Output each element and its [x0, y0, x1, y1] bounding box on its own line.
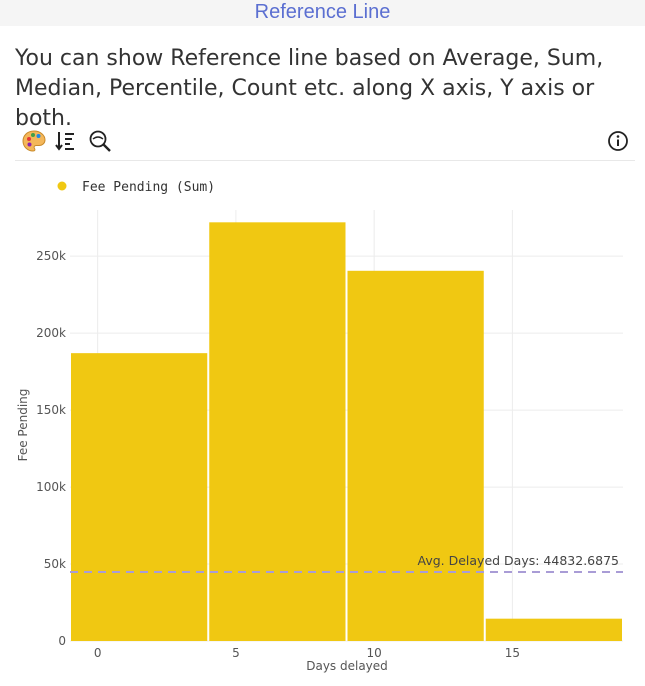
bar[interactable]: [209, 222, 346, 642]
bar[interactable]: [347, 270, 484, 641]
axes: 0 50k 100k 150k 200k 250k 0 5 10 15: [36, 249, 520, 660]
legend-label: Fee Pending (Sum): [82, 180, 215, 195]
zoom-icon[interactable]: [87, 128, 113, 154]
bars: [71, 222, 622, 642]
sort-icon[interactable]: [53, 128, 79, 154]
y-tick-label: 200k: [36, 326, 66, 340]
info-icon[interactable]: [605, 128, 631, 154]
chart-toolbar: [15, 126, 635, 161]
y-axis-title: Fee Pending: [16, 389, 30, 462]
x-tick-label: 15: [505, 646, 520, 660]
y-tick-label: 100k: [36, 480, 66, 494]
y-tick-label: 0: [58, 634, 66, 648]
palette-icon[interactable]: [21, 128, 47, 154]
reference-line-group: Avg. Delayed Days: 44832.6875: [70, 553, 623, 573]
bar[interactable]: [485, 618, 622, 641]
x-axis-title: Days delayed: [306, 659, 388, 673]
x-tick-label: 0: [94, 646, 102, 660]
y-tick-label: 50k: [44, 557, 66, 571]
y-tick-label: 150k: [36, 403, 66, 417]
y-tick-label: 250k: [36, 249, 66, 263]
page-title: Reference Line: [254, 1, 391, 23]
x-tick-label: 5: [232, 646, 240, 660]
description-text: You can show Reference line based on Ave…: [15, 46, 604, 131]
header-band: [0, 0, 645, 26]
bar[interactable]: [71, 353, 208, 641]
x-tick-label: 10: [367, 646, 382, 660]
bar-chart: Avg. Delayed Days: 44832.6875 0 50k 100k 15…: [16, 180, 623, 673]
legend-marker: [57, 181, 67, 191]
reference-line-label: Avg. Delayed Days: 44832.6875: [418, 553, 619, 568]
legend[interactable]: Fee Pending (Sum): [57, 180, 216, 195]
